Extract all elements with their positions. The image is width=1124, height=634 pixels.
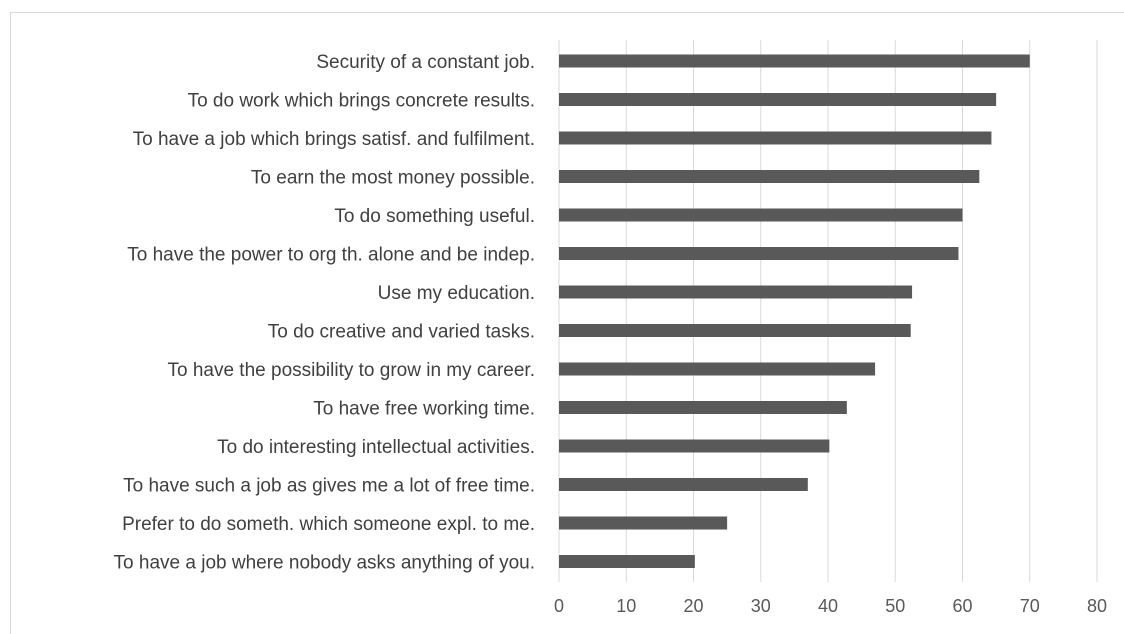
bar [559,285,913,299]
bar [559,54,1030,68]
gridlines [558,40,1098,582]
bar [559,131,992,145]
x-tick-label: 70 [1020,596,1040,616]
category-label: Use my education. [378,283,535,304]
x-tick-label: 10 [616,596,636,616]
category-label: To have the power to org th. alone and b… [127,245,535,266]
bar [559,478,808,491]
category-label: Prefer to do someth. which someone expl.… [122,514,535,535]
bar [559,170,980,183]
bar [559,401,847,414]
category-label: To have free working time. [313,399,535,420]
category-label: To do interesting intellectual activitie… [217,437,535,458]
x-tick-label: 30 [751,596,771,616]
category-label: To have a job which brings satisf. and f… [133,129,535,150]
x-tick-label: 80 [1087,596,1107,616]
bars [559,54,1030,568]
x-tick-label: 60 [952,596,972,616]
bar [559,362,876,376]
x-axis-tick-labels: 0 10 20 30 40 50 60 70 80 [554,596,1107,616]
bar [559,93,997,106]
x-tick-label: 0 [554,596,564,616]
bar [559,324,911,337]
bar [559,516,728,530]
category-label: To earn the most money possible. [251,168,535,189]
x-tick-label: 50 [885,596,905,616]
chart-frame [10,12,1124,634]
bar [559,439,830,453]
x-tick-label: 20 [683,596,703,616]
category-label: Security of a constant job. [316,52,535,73]
category-label: To do creative and varied tasks. [268,322,535,343]
bar [559,247,959,260]
bar [559,208,963,222]
category-label: To do work which brings concrete results… [188,91,535,112]
category-labels: Security of a constant job. To do work wh… [114,52,535,574]
x-tick-label: 40 [818,596,838,616]
category-label: To do something useful. [334,206,535,227]
category-label: To have a job where nobody asks anything… [114,553,535,574]
bar [559,555,695,568]
category-label: To have the possibility to grow in my ca… [167,360,535,381]
category-label: To have such a job as gives me a lot of … [123,476,535,497]
